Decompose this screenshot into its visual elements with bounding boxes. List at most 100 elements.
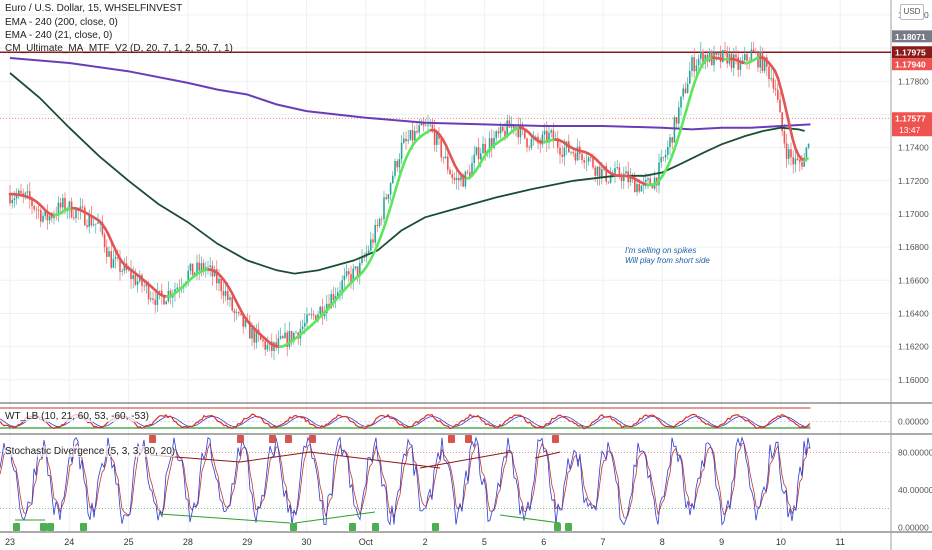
stoch-bear-marker xyxy=(309,435,316,443)
candle-body xyxy=(444,156,447,159)
ema200-line xyxy=(9,57,811,131)
candle-body xyxy=(414,131,416,141)
indicator-legend-ema21[interactable]: EMA - 240 (21, close, 0) xyxy=(5,30,113,41)
x-tick-label: 25 xyxy=(124,537,134,547)
candle-body xyxy=(620,176,623,182)
candle-body xyxy=(359,263,361,277)
candle-body xyxy=(755,51,757,53)
stoch-bear-divergence xyxy=(309,451,441,469)
y-tick-label: 1.16400 xyxy=(898,308,929,318)
candle-body xyxy=(154,299,156,305)
candle-body xyxy=(524,128,526,139)
candle-body xyxy=(158,290,161,292)
cm-ma-segment xyxy=(379,227,385,239)
candle-body xyxy=(517,126,519,138)
cm-ma-segment xyxy=(693,72,700,83)
candle-body xyxy=(295,332,297,334)
candle-body xyxy=(196,262,198,273)
candle-body xyxy=(255,329,258,343)
candle-body xyxy=(708,51,711,62)
candle-body xyxy=(671,137,673,143)
candle-body xyxy=(796,158,799,160)
candle-body xyxy=(9,194,11,204)
candle-body xyxy=(339,290,341,293)
stoch-bear-marker xyxy=(285,435,292,443)
candle-body xyxy=(680,96,682,108)
candle-body xyxy=(572,151,574,154)
candle-body xyxy=(418,125,420,133)
candle-body xyxy=(539,143,541,145)
indicator-legend-ema200[interactable]: EMA - 240 (200, close, 0) xyxy=(5,17,118,28)
candle-body xyxy=(95,223,97,225)
candle-body xyxy=(33,206,35,210)
candle-body xyxy=(805,147,808,158)
candle-body xyxy=(156,291,159,305)
candle-body xyxy=(521,124,524,129)
candle-body xyxy=(724,50,726,51)
candle-body xyxy=(40,210,42,222)
candle-body xyxy=(625,171,627,174)
candle-body xyxy=(132,275,134,280)
wt-lb-legend[interactable]: WT_LB (10, 21, 60, 53, -60, -53) xyxy=(5,411,149,422)
cm-ma-segment xyxy=(791,138,798,151)
candle-body xyxy=(449,169,451,175)
candle-body xyxy=(480,153,482,160)
candle-body xyxy=(106,247,108,257)
candle-body xyxy=(396,161,398,168)
candle-body xyxy=(143,285,145,287)
candle-body xyxy=(466,171,469,173)
candle-body xyxy=(451,174,453,178)
stoch-y-tick: 0.00000 xyxy=(898,522,929,532)
candle-body xyxy=(238,312,240,314)
candle-body xyxy=(249,321,251,339)
candle-body xyxy=(376,224,379,226)
stoch-bear-marker xyxy=(149,435,156,443)
candle-body xyxy=(513,124,515,129)
candle-body xyxy=(26,191,29,193)
candle-body xyxy=(319,306,321,315)
candle-body xyxy=(788,149,790,159)
candle-body xyxy=(735,54,737,58)
cm-ma-segment xyxy=(687,89,694,103)
candle-body xyxy=(739,62,742,70)
cm-ma-segment xyxy=(678,120,685,133)
candle-body xyxy=(526,138,528,148)
candle-body xyxy=(11,199,13,204)
candle-body xyxy=(383,197,385,220)
stoch-legend[interactable]: Stochastic Divergence (5, 3, 3, 80, 20) xyxy=(5,446,176,457)
candle-body xyxy=(53,215,55,219)
candle-body xyxy=(103,234,106,248)
candle-body xyxy=(416,131,418,133)
indicator-legend-cm-ma[interactable]: CM_Ultimate_MA_MTF_V2 (D, 20, 7, 1, 2, 5… xyxy=(5,43,233,54)
candle-body xyxy=(73,217,75,219)
candle-body xyxy=(618,167,621,177)
candle-body xyxy=(90,214,93,226)
candle-body xyxy=(519,124,522,138)
stoch-bear-divergence xyxy=(534,451,561,459)
candle-body xyxy=(48,215,51,221)
candle-body xyxy=(561,154,563,157)
x-tick-label: Oct xyxy=(359,537,374,547)
candle-body xyxy=(348,271,350,275)
countdown-tag: 13:47 xyxy=(899,125,921,135)
candle-body xyxy=(81,206,84,208)
y-tick-label: 1.16800 xyxy=(898,242,929,252)
candle-body xyxy=(312,314,315,316)
currency-button[interactable]: USD xyxy=(900,4,924,20)
x-tick-label: 10 xyxy=(776,537,786,547)
candle-body xyxy=(51,215,53,219)
candle-body xyxy=(354,266,357,269)
candle-body xyxy=(634,177,636,193)
candle-body xyxy=(420,122,423,126)
candle-body xyxy=(86,225,88,227)
cm-ma-segment xyxy=(681,110,688,123)
candle-body xyxy=(664,154,667,158)
candle-body xyxy=(427,124,429,126)
ema21-line xyxy=(9,72,805,275)
candle-body xyxy=(242,314,244,327)
candle-body xyxy=(293,332,295,342)
stoch-bear-divergence xyxy=(419,451,511,469)
price-tag-a: 1.18071 xyxy=(895,32,926,42)
